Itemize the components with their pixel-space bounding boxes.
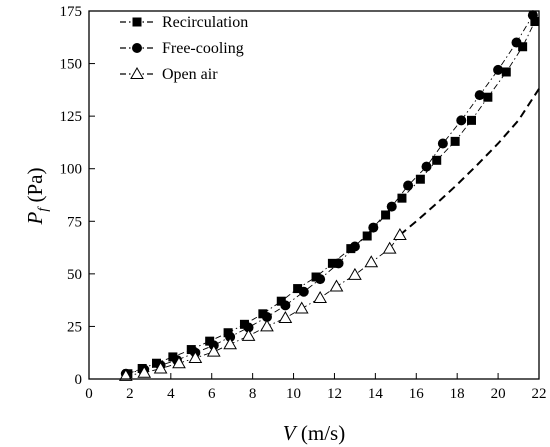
y-axis-label-variable: P (23, 211, 47, 225)
y-tick-label: 125 (60, 109, 83, 125)
plot-frame (88, 10, 540, 380)
data-point-open-air (241, 328, 256, 341)
data-point-open-air (260, 319, 274, 332)
data-point-recirculation (415, 174, 425, 184)
data-point-recirculation (239, 319, 249, 329)
y-tick-label: 75 (67, 214, 82, 230)
x-tick-label: 12 (327, 386, 342, 402)
x-tick-label: 18 (450, 386, 465, 402)
data-point-open-air (153, 361, 168, 374)
data-point-open-air (348, 267, 362, 280)
x-axis-ticks: 0 2 4 6 8 10 12 14 16 18 20 22 (85, 373, 547, 402)
data-point-recirculation (381, 210, 391, 220)
data-point-recirculation (450, 136, 460, 146)
x-tick-label: 16 (409, 386, 425, 402)
data-point-free-cooling (280, 300, 291, 311)
y-axis-label: Pf (Pa) (23, 168, 51, 226)
data-point-free-cooling (349, 241, 360, 252)
data-point-open-air (329, 279, 344, 292)
data-point-open-air (393, 227, 407, 240)
data-point-recirculation (258, 309, 268, 319)
data-point-open-air (188, 350, 203, 363)
data-point-open-air (172, 356, 186, 369)
data-point-recirculation (293, 284, 303, 294)
data-point-recirculation (397, 193, 407, 203)
data-point-open-air (118, 368, 133, 381)
data-point-recirculation (518, 42, 528, 52)
data-point-free-cooling (493, 64, 504, 75)
data-point-recirculation (501, 67, 511, 77)
legend-label: Free-cooling (162, 40, 244, 57)
data-point-free-cooling (243, 322, 254, 333)
data-point-free-cooling (437, 138, 448, 149)
data-point-free-cooling (225, 331, 236, 342)
x-axis-label-unit: (m/s) (296, 421, 346, 445)
y-tick-label: 100 (60, 162, 83, 178)
legend-marker-recirculation (132, 17, 142, 27)
x-tick-label: 14 (368, 386, 384, 402)
data-point-open-air (137, 365, 152, 378)
legend-label: Open air (162, 66, 218, 83)
data-point-open-air (364, 255, 379, 268)
data-point-recirculation (483, 92, 493, 102)
data-point-recirculation (432, 155, 442, 165)
data-point-recirculation (467, 115, 476, 125)
data-point-recirculation (186, 345, 196, 355)
data-point-free-cooling (527, 10, 538, 21)
y-axis-label-subscript: f (36, 206, 51, 212)
data-point-free-cooling (298, 286, 309, 297)
data-point-free-cooling (511, 37, 522, 48)
x-tick-label: 4 (167, 386, 175, 402)
x-tick-label: 10 (286, 386, 301, 402)
data-point-free-cooling (333, 258, 344, 269)
y-tick-label: 50 (67, 267, 82, 283)
y-axis-label-unit: (Pa) (23, 168, 47, 208)
y-tick-label: 25 (67, 319, 82, 335)
x-tick-label: 0 (85, 386, 93, 402)
data-point-recirculation (530, 17, 540, 27)
y-tick-label: 0 (75, 372, 83, 388)
legend-marker-free-cooling (132, 43, 142, 53)
data-point-recirculation (205, 336, 215, 346)
legend-label: Recirculation (162, 14, 248, 31)
data-point-open-air (206, 344, 221, 357)
data-point-free-cooling (403, 180, 414, 191)
y-tick-label: 175 (60, 4, 83, 20)
data-point-free-cooling (315, 274, 326, 285)
data-point-free-cooling (421, 161, 432, 172)
data-point-recirculation (168, 352, 178, 362)
y-axis-ticks: 0 25 50 75 100 125 150 175 (60, 4, 95, 388)
data-point-free-cooling (261, 311, 272, 322)
data-point-free-cooling (456, 115, 467, 126)
x-tick-label: 8 (249, 386, 257, 402)
data-point-open-air (382, 241, 397, 254)
data-point-free-cooling (386, 201, 397, 212)
x-axis-label: V (m/s) (283, 421, 345, 445)
data-point-free-cooling (474, 90, 485, 101)
data-point-recirculation (362, 231, 372, 241)
series-line-extrapolation (399, 88, 540, 236)
x-tick-label: 22 (532, 386, 547, 402)
data-point-open-air (313, 291, 327, 304)
data-point-open-air (223, 337, 237, 350)
plot-markers (118, 10, 540, 381)
data-point-free-cooling (368, 222, 379, 233)
data-point-open-air (278, 311, 293, 324)
legend: Recirculation Free-cooling Open air (120, 14, 248, 83)
data-point-recirculation (276, 296, 286, 306)
series-line-open-air (125, 234, 401, 377)
x-tick-label: 2 (126, 386, 134, 402)
x-tick-label: 20 (491, 386, 506, 402)
data-point-open-air (294, 301, 309, 314)
y-tick-label: 150 (60, 57, 83, 73)
legend-marker-open-air (130, 66, 144, 79)
x-axis-label-variable: V (283, 421, 298, 445)
x-tick-label: 6 (208, 386, 216, 402)
data-point-recirculation (327, 258, 337, 268)
